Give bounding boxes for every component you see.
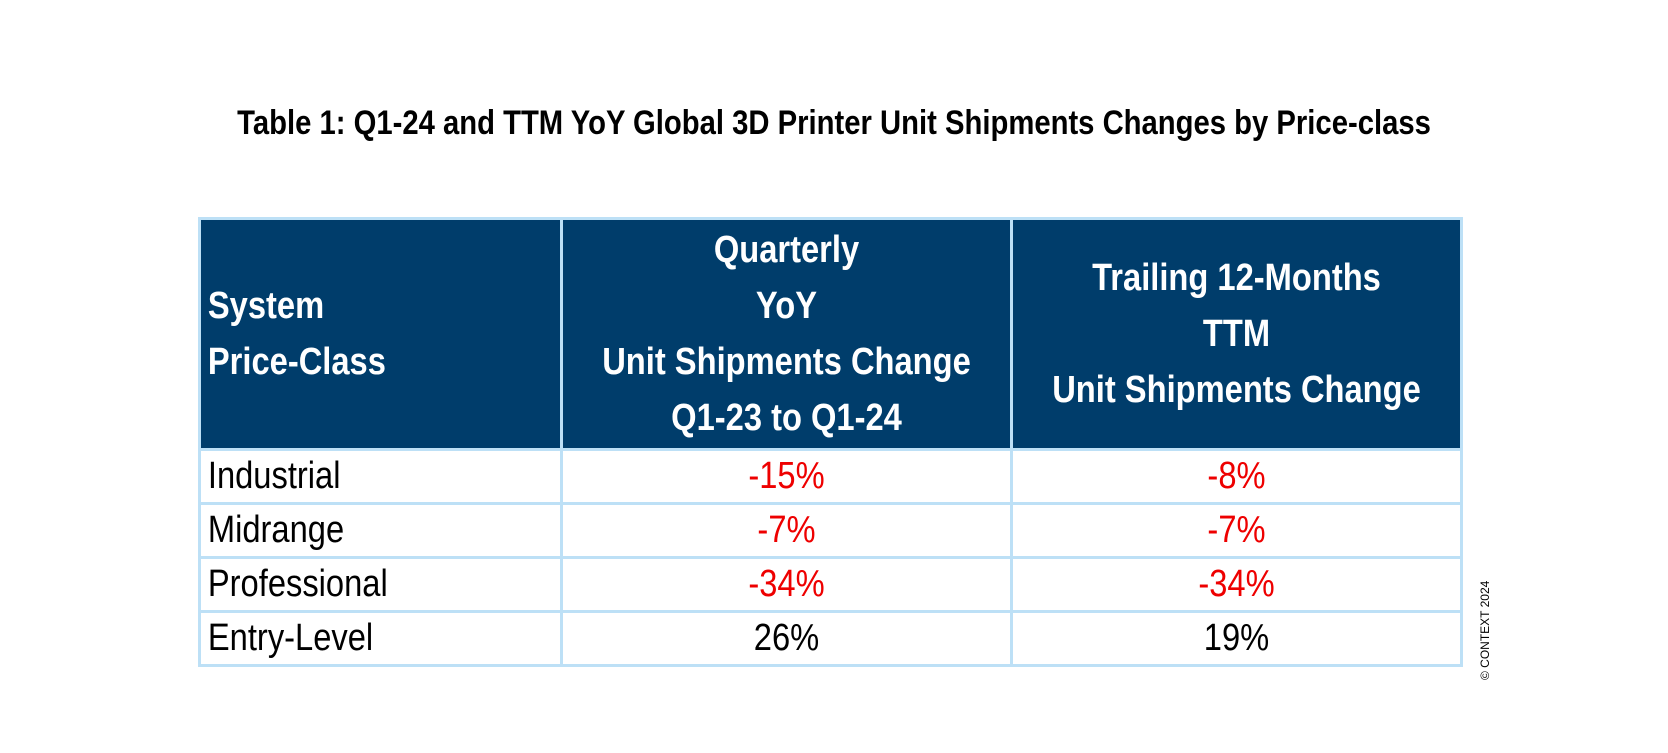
header-price-class-line-2: Price-Class [207,341,386,383]
header-price-class: System Price-Class [198,217,563,451]
ttm-value-midrange: -7% [1010,502,1463,559]
quarterly-value-industrial: -15% [560,448,1013,505]
header-quarterly-line-2: YoY [755,285,818,327]
row-label-entry-level: Entry-Level [198,610,563,667]
table-row-entry-level: Entry-Level 26% 19% [198,610,1463,667]
value-text: 26% [753,617,820,659]
value-text: -7% [1207,509,1266,551]
row-label-text: Entry-Level [207,617,374,659]
table-row-industrial: Industrial -15% -8% [198,448,1463,505]
header-ttm-line-3: Unit Shipments Change [1052,369,1421,411]
header-ttm-line-1: Trailing 12-Months [1092,257,1381,299]
value-text: -34% [748,563,825,605]
header-quarterly-line-1: Quarterly [713,229,860,271]
header-quarterly: Quarterly YoY Unit Shipments Change Q1-2… [560,217,1013,451]
value-text: -7% [757,509,816,551]
row-label-midrange: Midrange [198,502,563,559]
header-price-class-line-1: System [207,285,325,327]
shipments-table: System Price-Class Quarterly YoY Unit Sh… [198,217,1463,667]
quarterly-value-midrange: -7% [560,502,1013,559]
row-label-text: Industrial [207,455,341,497]
ttm-value-entry-level: 19% [1010,610,1463,667]
header-row: System Price-Class Quarterly YoY Unit Sh… [198,217,1463,451]
value-text: -15% [748,455,825,497]
row-label-professional: Professional [198,556,563,613]
header-quarterly-line-4: Q1-23 to Q1-24 [671,397,902,439]
table-row-midrange: Midrange -7% -7% [198,502,1463,559]
table-title: Table 1: Q1-24 and TTM YoY Global 3D Pri… [237,104,1431,142]
value-text: -34% [1198,563,1275,605]
ttm-value-professional: -34% [1010,556,1463,613]
header-ttm-line-2: TTM [1202,313,1271,355]
copyright-notice: © CONTEXT 2024 [1478,580,1492,680]
row-label-text: Professional [207,563,388,605]
header-quarterly-line-3: Unit Shipments Change [602,341,971,383]
quarterly-value-professional: -34% [560,556,1013,613]
value-text: 19% [1203,617,1270,659]
row-label-industrial: Industrial [198,448,563,505]
row-label-text: Midrange [207,509,345,551]
value-text: -8% [1207,455,1266,497]
header-ttm: Trailing 12-Months TTM Unit Shipments Ch… [1010,217,1463,451]
ttm-value-industrial: -8% [1010,448,1463,505]
quarterly-value-entry-level: 26% [560,610,1013,667]
table-row-professional: Professional -34% -34% [198,556,1463,613]
